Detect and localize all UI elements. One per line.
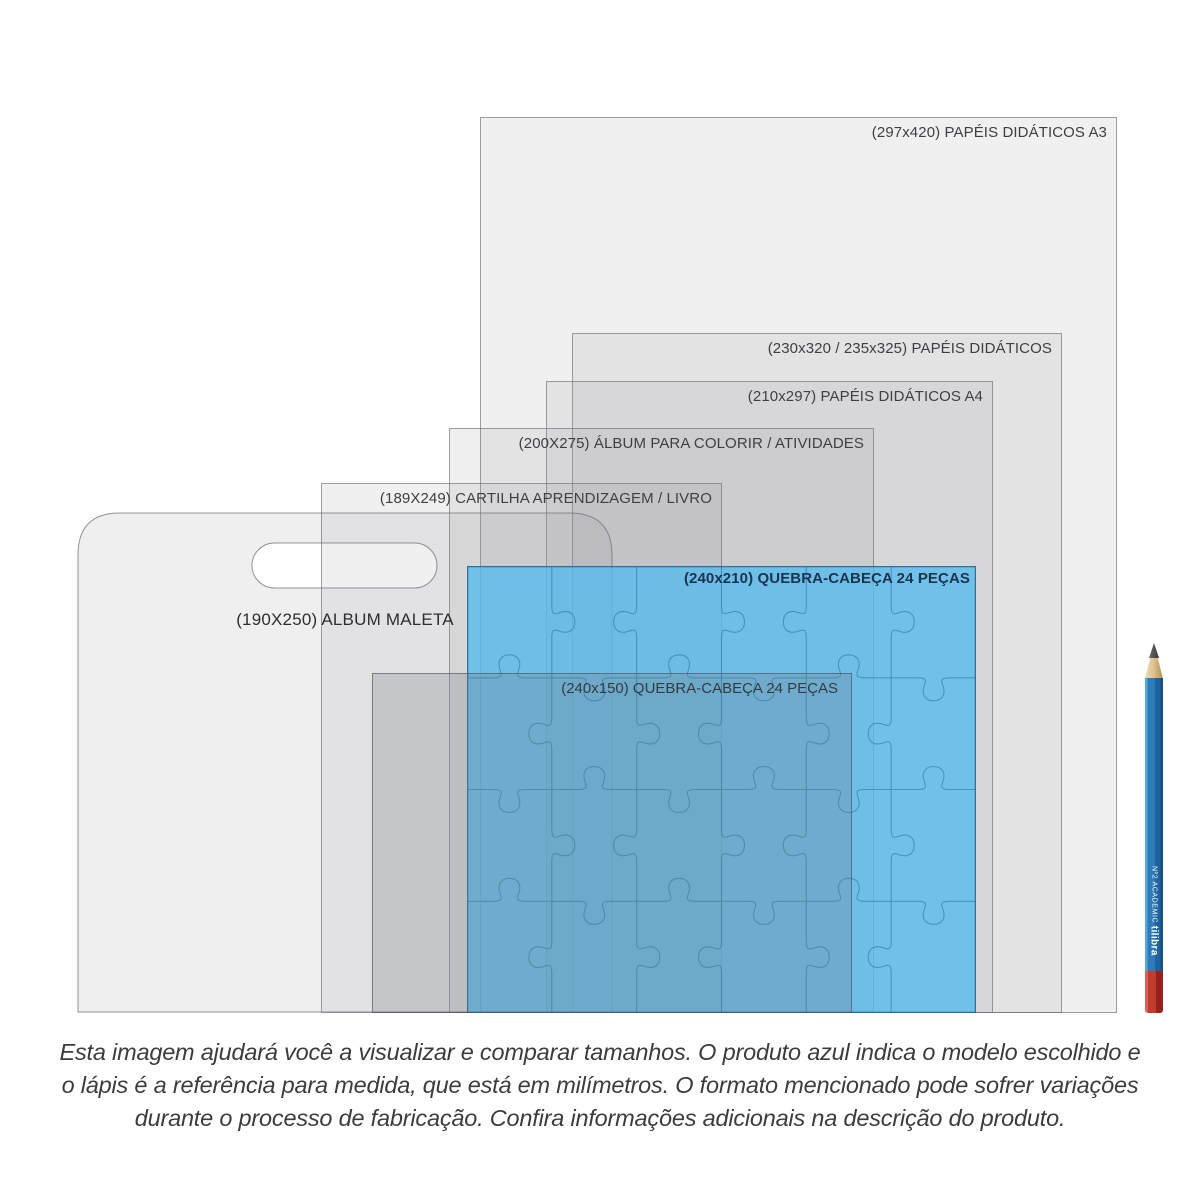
pencil-red-end bbox=[1145, 971, 1163, 1013]
caption: Esta imagem ajudará você a visualizar e … bbox=[0, 1036, 1200, 1135]
caption-line-2: o lápis é a referência para medida, que … bbox=[61, 1072, 1139, 1098]
pencil-markings: Nº2 ACADEMIC tilibra bbox=[1145, 852, 1163, 970]
label-quebra-cabeca-240x150: (240x150) QUEBRA-CABEÇA 24 PEÇAS bbox=[561, 680, 838, 697]
label-album-para-colorir: (200X275) ÁLBUM PARA COLORIR / ATIVIDADE… bbox=[518, 435, 864, 452]
pencil-body bbox=[1145, 678, 1163, 971]
label-papeis-didaticos-a3: (297x420) PAPÉIS DIDÁTICOS A3 bbox=[871, 124, 1107, 141]
puzzle-lines bbox=[467, 566, 976, 1013]
caption-line-3: durante o processo de fabricação. Confir… bbox=[134, 1105, 1066, 1131]
label-cartilha-aprendizagem: (189X249) CARTILHA APRENDIZAGEM / LIVRO bbox=[379, 490, 712, 507]
rect-quebra-cabeca-240x150 bbox=[372, 673, 852, 1013]
label-quebra-cabeca-240x210: (240x210) QUEBRA-CABEÇA 24 PEÇAS bbox=[683, 570, 970, 587]
pencil-graphite-tip bbox=[1149, 643, 1159, 658]
caption-line-1: Esta imagem ajudará você a visualizar e … bbox=[59, 1039, 1141, 1065]
label-papeis-didaticos-a4: (210x297) PAPÉIS DIDÁTICOS A4 bbox=[747, 388, 983, 405]
pencil-grade-text: Nº2 ACADEMIC bbox=[1150, 866, 1158, 924]
label-album-maleta: (190X250) ALBUM MALETA bbox=[236, 610, 454, 629]
pencil-brand-text: tilibra bbox=[1148, 925, 1160, 956]
label-papeis-didaticos-230x320: (230x320 / 235x325) PAPÉIS DIDÁTICOS bbox=[767, 340, 1052, 357]
puzzle-240x210 bbox=[467, 566, 976, 1013]
